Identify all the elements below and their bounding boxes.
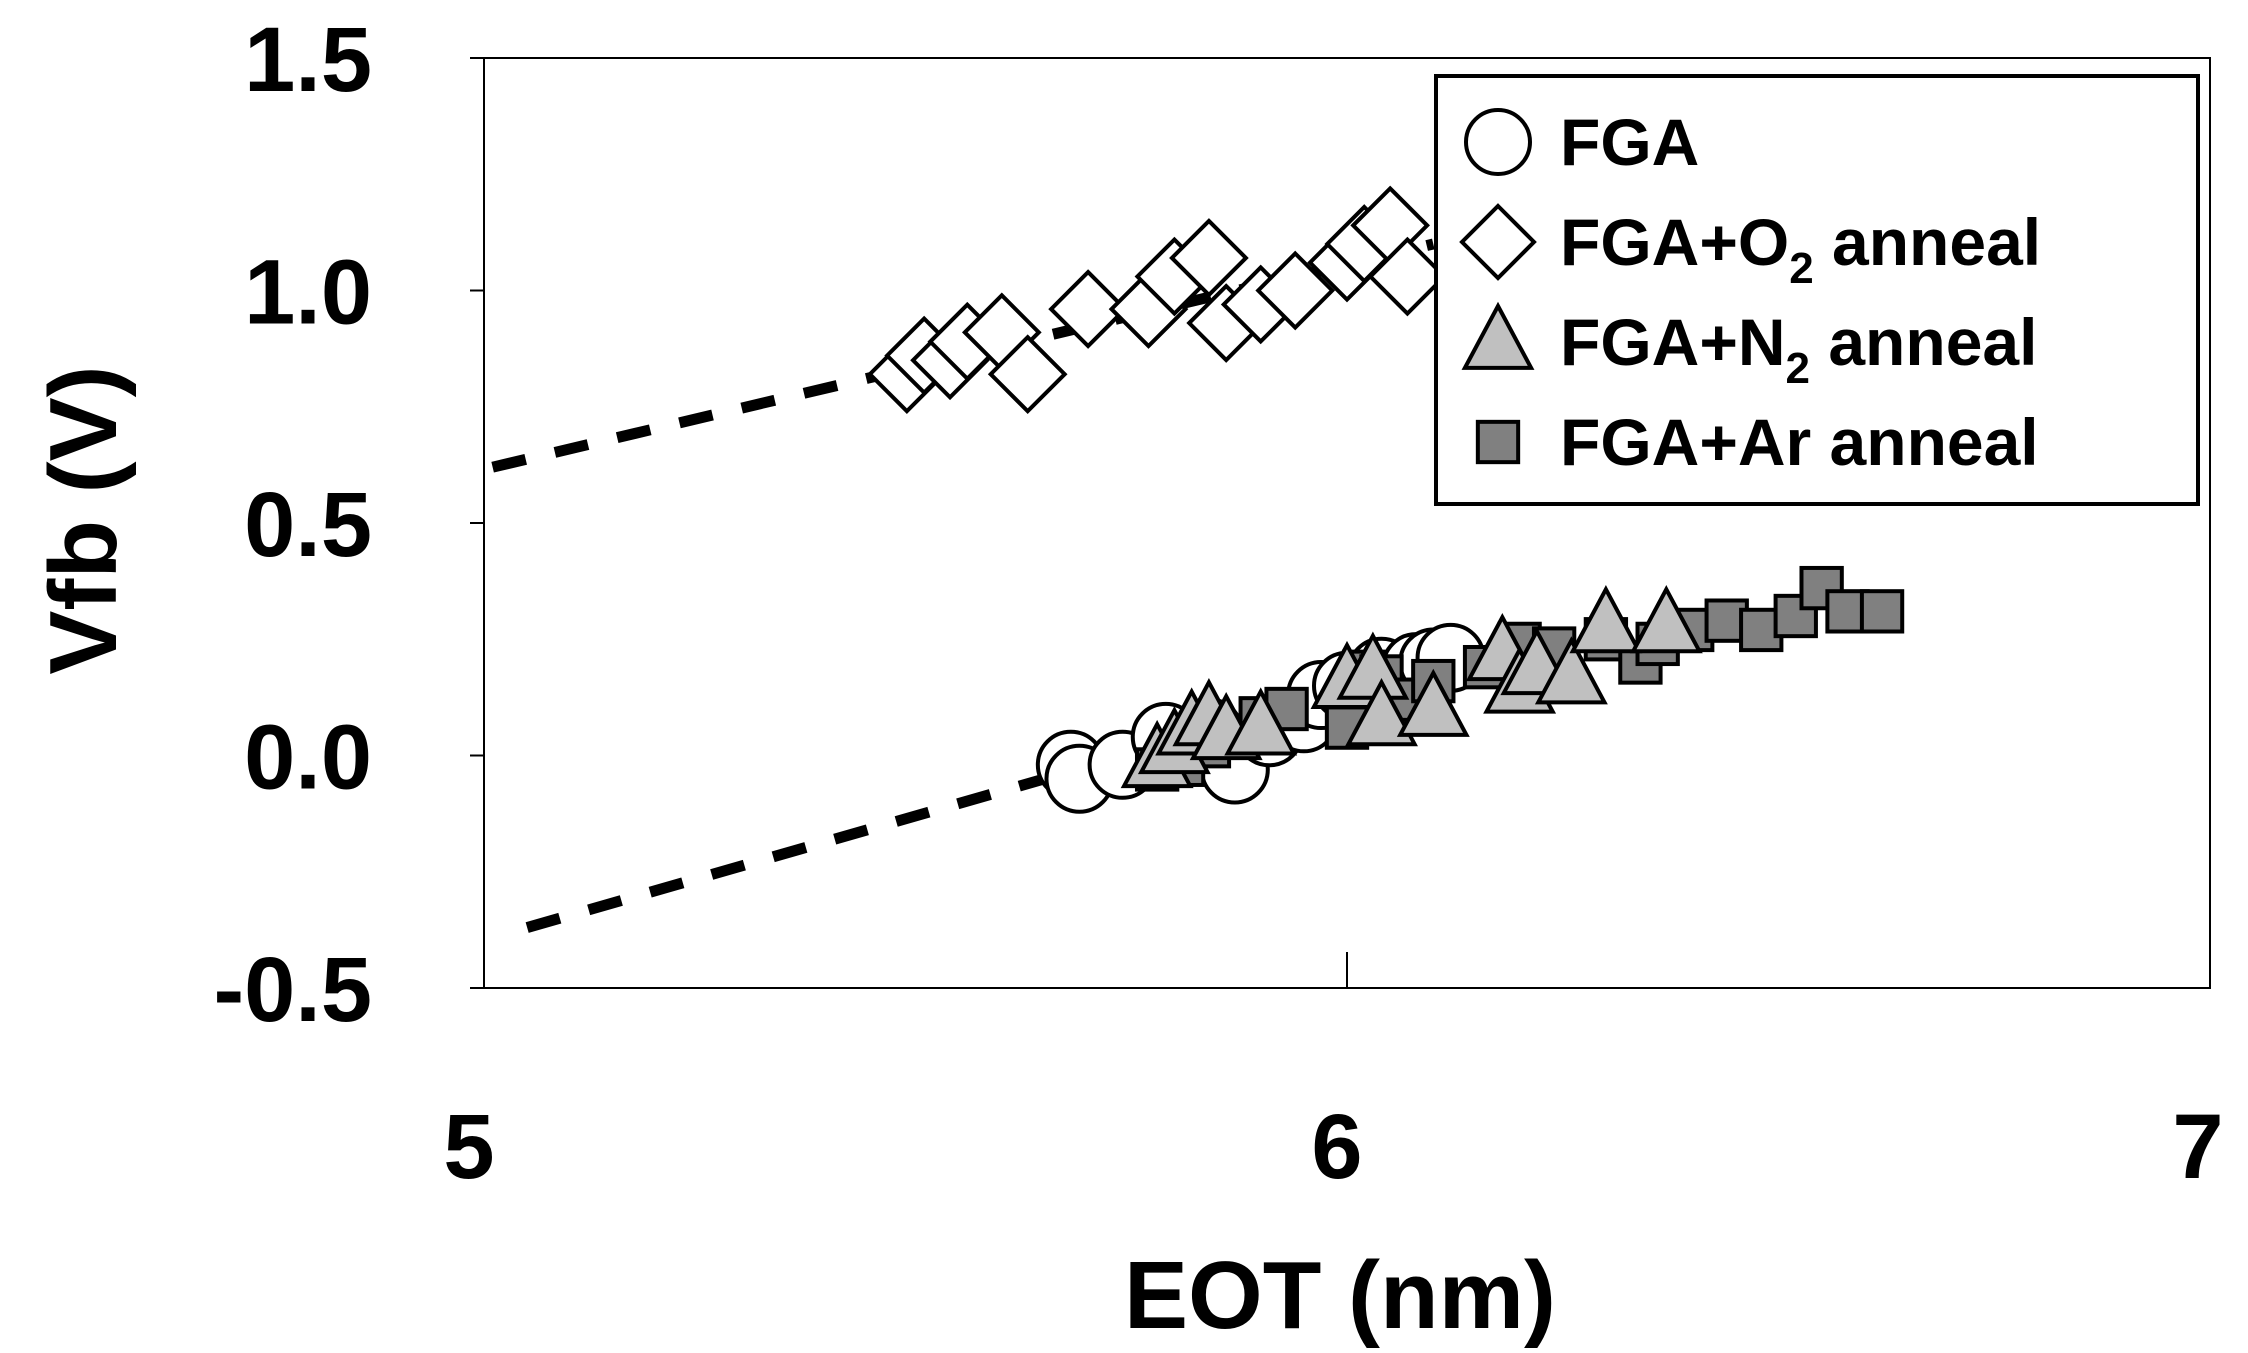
- legend-marker: [1475, 419, 1521, 465]
- data-point: [1569, 585, 1643, 654]
- x-tick-label: 7: [2172, 1096, 2223, 1198]
- y-tick-label: -0.5: [213, 939, 372, 1041]
- series-triangle: [1120, 585, 1703, 789]
- data-point: [1255, 250, 1336, 331]
- y-axis-title: Vfb (V): [30, 365, 137, 674]
- legend-label-rest: anneal: [1814, 205, 2041, 279]
- data-point: [1367, 236, 1448, 317]
- legend-label-subscript: 2: [1789, 244, 1813, 293]
- legend-label: FGA+N2 anneal: [1560, 305, 2037, 393]
- x-axis-title: EOT (nm): [1124, 1242, 1556, 1349]
- data-point: [987, 334, 1068, 415]
- legend-marker: [1461, 301, 1535, 370]
- legend-label-subscript: 2: [1786, 344, 1810, 393]
- data-points: [867, 185, 1905, 814]
- trendline: [491, 238, 1435, 473]
- legend-label-main: FGA+N: [1560, 305, 1786, 379]
- data-point: [1859, 589, 1905, 634]
- data-point: [1048, 269, 1128, 349]
- axis-ticks: 1.5 1.0 0.5 0.0 -0.5 5 6 7: [213, 9, 2223, 1198]
- data-point: [1534, 636, 1608, 705]
- data-point: [1345, 678, 1418, 747]
- legend-label: FGA+O2 anneal: [1560, 205, 2041, 293]
- x-tick-label: 6: [1311, 1096, 1362, 1198]
- y-tick-label: 1.0: [244, 242, 372, 344]
- legend-label-main: FGA+Ar anneal: [1560, 405, 2039, 479]
- legend-label-rest: anneal: [1810, 305, 2037, 379]
- legend-label: FGA: [1560, 105, 1699, 179]
- data-point: [1169, 218, 1249, 298]
- legend-label: FGA+Ar anneal: [1560, 405, 2039, 479]
- legend-label-main: FGA: [1560, 105, 1699, 179]
- y-tick-label: 0.5: [244, 474, 372, 576]
- legend-marker: [1464, 108, 1532, 176]
- y-tick-label: 0.0: [244, 707, 372, 809]
- data-point: [1629, 585, 1703, 654]
- legend-label-main: FGA+O: [1560, 205, 1789, 279]
- data-point: [1224, 687, 1298, 756]
- legend-box: [1434, 74, 2200, 506]
- data-point: [1396, 668, 1470, 737]
- series-diamond: [867, 185, 1448, 415]
- data-point: [1799, 565, 1844, 611]
- y-tick-label: 1.5: [244, 9, 372, 111]
- legend-marker: [1459, 203, 1537, 281]
- x-tick-label: 5: [443, 1096, 494, 1198]
